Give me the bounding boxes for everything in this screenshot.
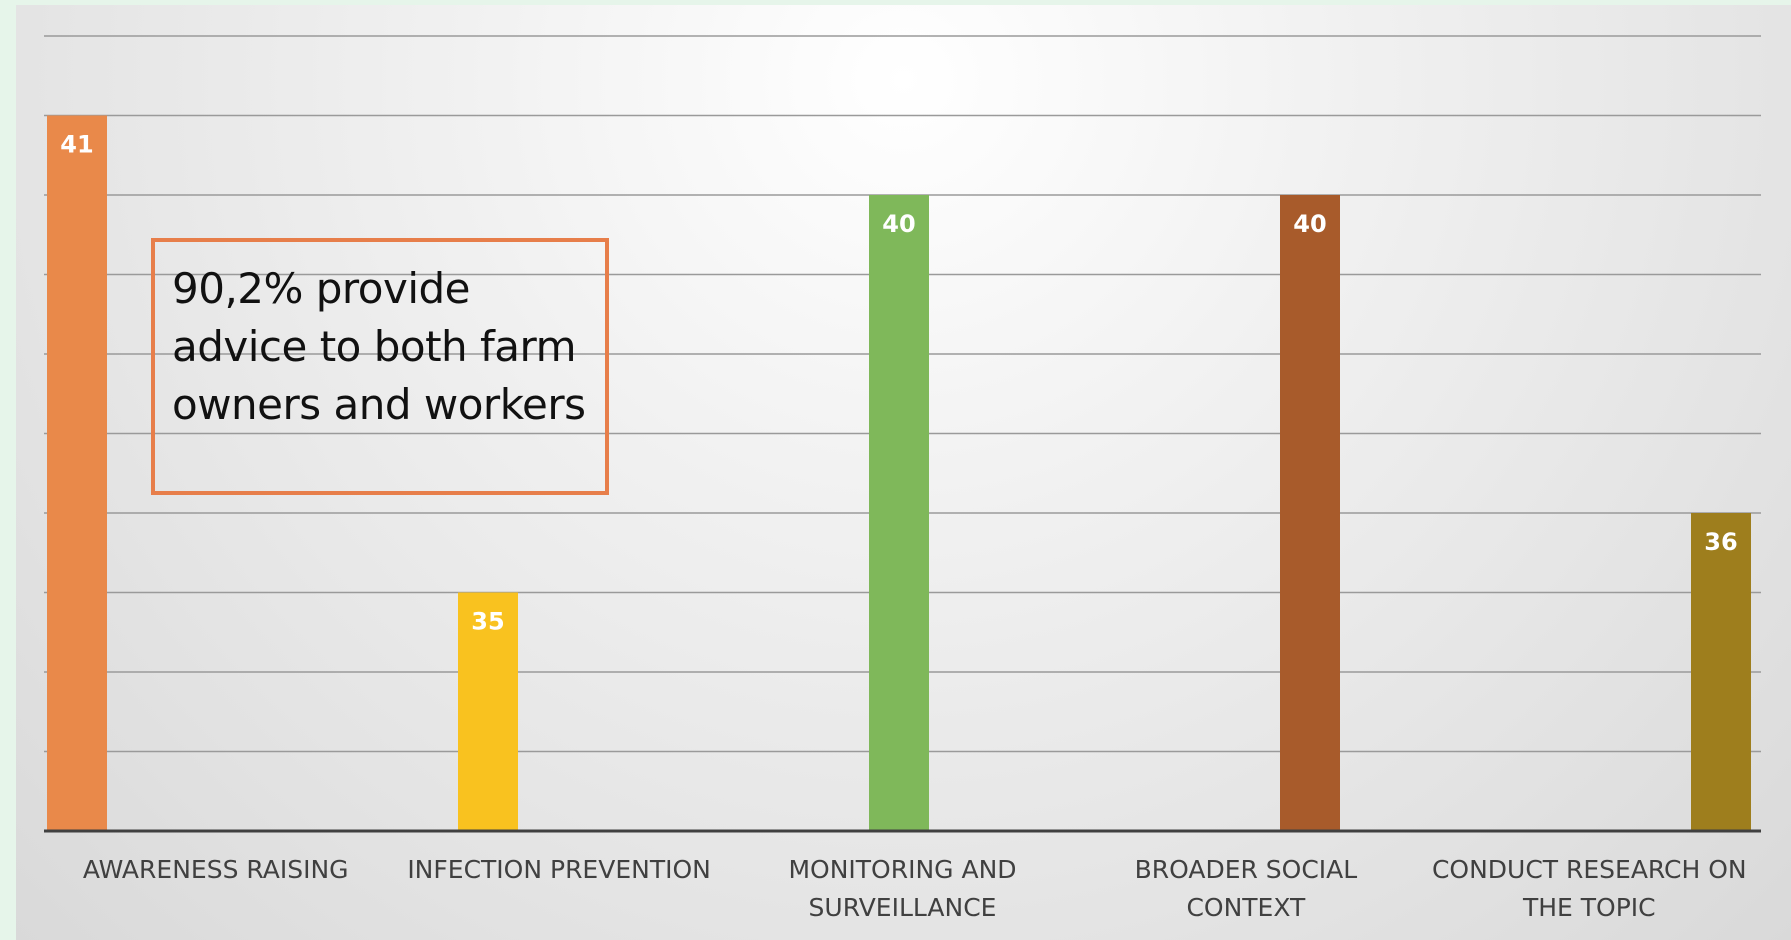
category-label: INFECTION PREVENTION	[407, 855, 711, 884]
category-label: BROADER SOCIAL	[1135, 855, 1358, 884]
bar	[869, 195, 929, 831]
annotation-box: 90,2% provide advice to both farm owners…	[151, 238, 609, 495]
bar	[1691, 513, 1751, 831]
data-label: 36	[1704, 528, 1737, 556]
bar	[458, 592, 518, 831]
category-label: AWARENESS RAISING	[83, 855, 349, 884]
labels: 41 35 40 40 36 AWARENESS RAISING INFECTION PRE…	[60, 131, 1746, 923]
bar	[47, 115, 107, 831]
category-label: THE TOPIC	[1522, 893, 1656, 922]
bar	[1280, 195, 1340, 831]
data-label: 40	[882, 210, 915, 238]
category-label: CONDUCT RESEARCH ON	[1432, 855, 1747, 884]
data-label: 40	[1293, 210, 1326, 238]
category-label: CONTEXT	[1186, 893, 1306, 922]
category-label: SURVEILLANCE	[809, 893, 997, 922]
category-label: MONITORING AND	[788, 855, 1016, 884]
bar-chart: 41 35 40 40 36 AWARENESS RAISING INFECTION PRE…	[44, 35, 1761, 923]
data-label: 41	[60, 131, 93, 159]
data-label: 35	[471, 608, 504, 636]
chart-panel: 41 35 40 40 36 AWARENESS RAISING INFECTION PRE…	[16, 5, 1791, 940]
bars	[47, 115, 1751, 831]
